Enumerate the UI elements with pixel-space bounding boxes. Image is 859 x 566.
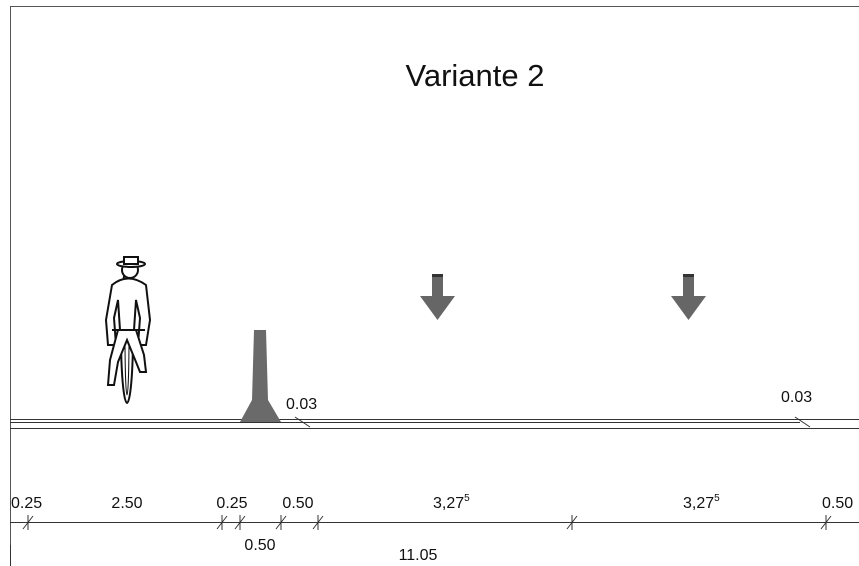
annotation: 0.03 (286, 396, 317, 413)
dimension-line (10, 515, 859, 566)
dimension-label: 0.50 (822, 495, 853, 512)
dimension-label: 0.25 (216, 495, 247, 512)
delineator-post (240, 330, 281, 422)
total-dimension-label: 11.05 (399, 547, 438, 564)
dimension-superscript: 5 (464, 493, 470, 504)
direction-arrow (671, 274, 706, 320)
dimension-value: 3,27 (433, 495, 464, 512)
road (10, 416, 859, 429)
sub-dimension-label: 0.50 (244, 537, 275, 554)
title: Variante 2 (405, 58, 544, 93)
dimension-label: 3,275 (683, 493, 720, 512)
annotation: 0.03 (781, 389, 812, 406)
cyclist-icon (104, 256, 152, 404)
dimension-label: 3,275 (433, 493, 470, 512)
dimension-superscript: 5 (714, 493, 720, 504)
dimension-label: 2.50 (111, 495, 142, 512)
dimension-value: 3,27 (683, 495, 714, 512)
direction-arrow (420, 274, 455, 320)
dimension-label: 0.25 (11, 495, 42, 512)
dimension-label: 0.50 (282, 495, 313, 512)
